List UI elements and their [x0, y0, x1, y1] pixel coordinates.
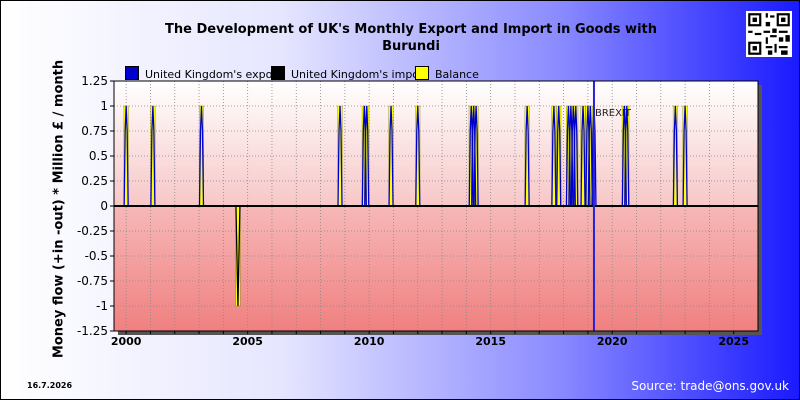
export-line: [587, 105, 593, 207]
chart-title-line1: The Development of UK's Monthly Export a…: [164, 22, 657, 37]
export-line: [388, 105, 394, 207]
x-tick-label: 2025: [718, 335, 749, 348]
y-tick-label: 1: [100, 99, 108, 113]
legend-import-label: United Kingdom's import: [291, 68, 428, 81]
x-tick-label: 2000: [111, 335, 142, 348]
x-tick-label: 2015: [475, 335, 506, 348]
export-line: [123, 105, 129, 207]
export-line: [337, 105, 343, 207]
export-line: [150, 105, 156, 207]
source-credit: Source: trade@ons.gov.uk: [631, 379, 789, 393]
chart-title: The Development of UK's Monthly Export a…: [111, 21, 711, 55]
export-line: [198, 105, 205, 207]
y-tick-label: 0.75: [81, 124, 108, 138]
export-line: [624, 105, 630, 207]
x-tick-label: 2005: [232, 335, 263, 348]
y-tick-label: -0.25: [77, 224, 108, 238]
export-line: [556, 105, 562, 207]
y-tick-label: 1.25: [81, 74, 108, 88]
y-tick-label: -0.75: [77, 274, 108, 288]
y-tick-label: -0.5: [85, 249, 108, 263]
legend-balance: Balance: [415, 66, 479, 81]
y-tick-label: 0: [100, 199, 108, 213]
legend-balance-label: Balance: [435, 68, 479, 81]
legend-balance-swatch: [415, 66, 429, 80]
legend-export-label: United Kingdom's export: [145, 68, 282, 81]
export-line: [573, 105, 579, 207]
chart-title-line2: Burundi: [382, 39, 440, 54]
y-tick-label: -1: [96, 299, 108, 313]
y-tick-label: 0.5: [89, 149, 108, 163]
plot-area-negative: [114, 206, 758, 331]
plot-area-positive: [114, 81, 758, 206]
export-line: [580, 105, 586, 207]
y-tick-label: -1.25: [77, 324, 108, 338]
import-line: [235, 205, 241, 307]
legend-export: United Kingdom's export: [125, 66, 281, 81]
export-line: [473, 105, 479, 207]
export-line: [672, 105, 679, 207]
x-tick-label: 2020: [597, 335, 628, 348]
legend-import: United Kingdom's import: [271, 66, 428, 81]
legend-import-swatch: [271, 66, 285, 80]
qr-code-icon: [746, 11, 792, 57]
export-line: [524, 105, 530, 207]
legend-export-swatch: [125, 66, 139, 80]
brexit-label: BREXIT: [595, 108, 632, 119]
date-stamp: 16.7.2026: [27, 381, 73, 390]
export-line: [551, 105, 557, 207]
x-tick-label: 2010: [354, 335, 385, 348]
export-line: [682, 105, 688, 207]
y-tick-label: 0.25: [81, 174, 108, 188]
export-line: [364, 105, 370, 207]
export-line: [415, 105, 421, 207]
